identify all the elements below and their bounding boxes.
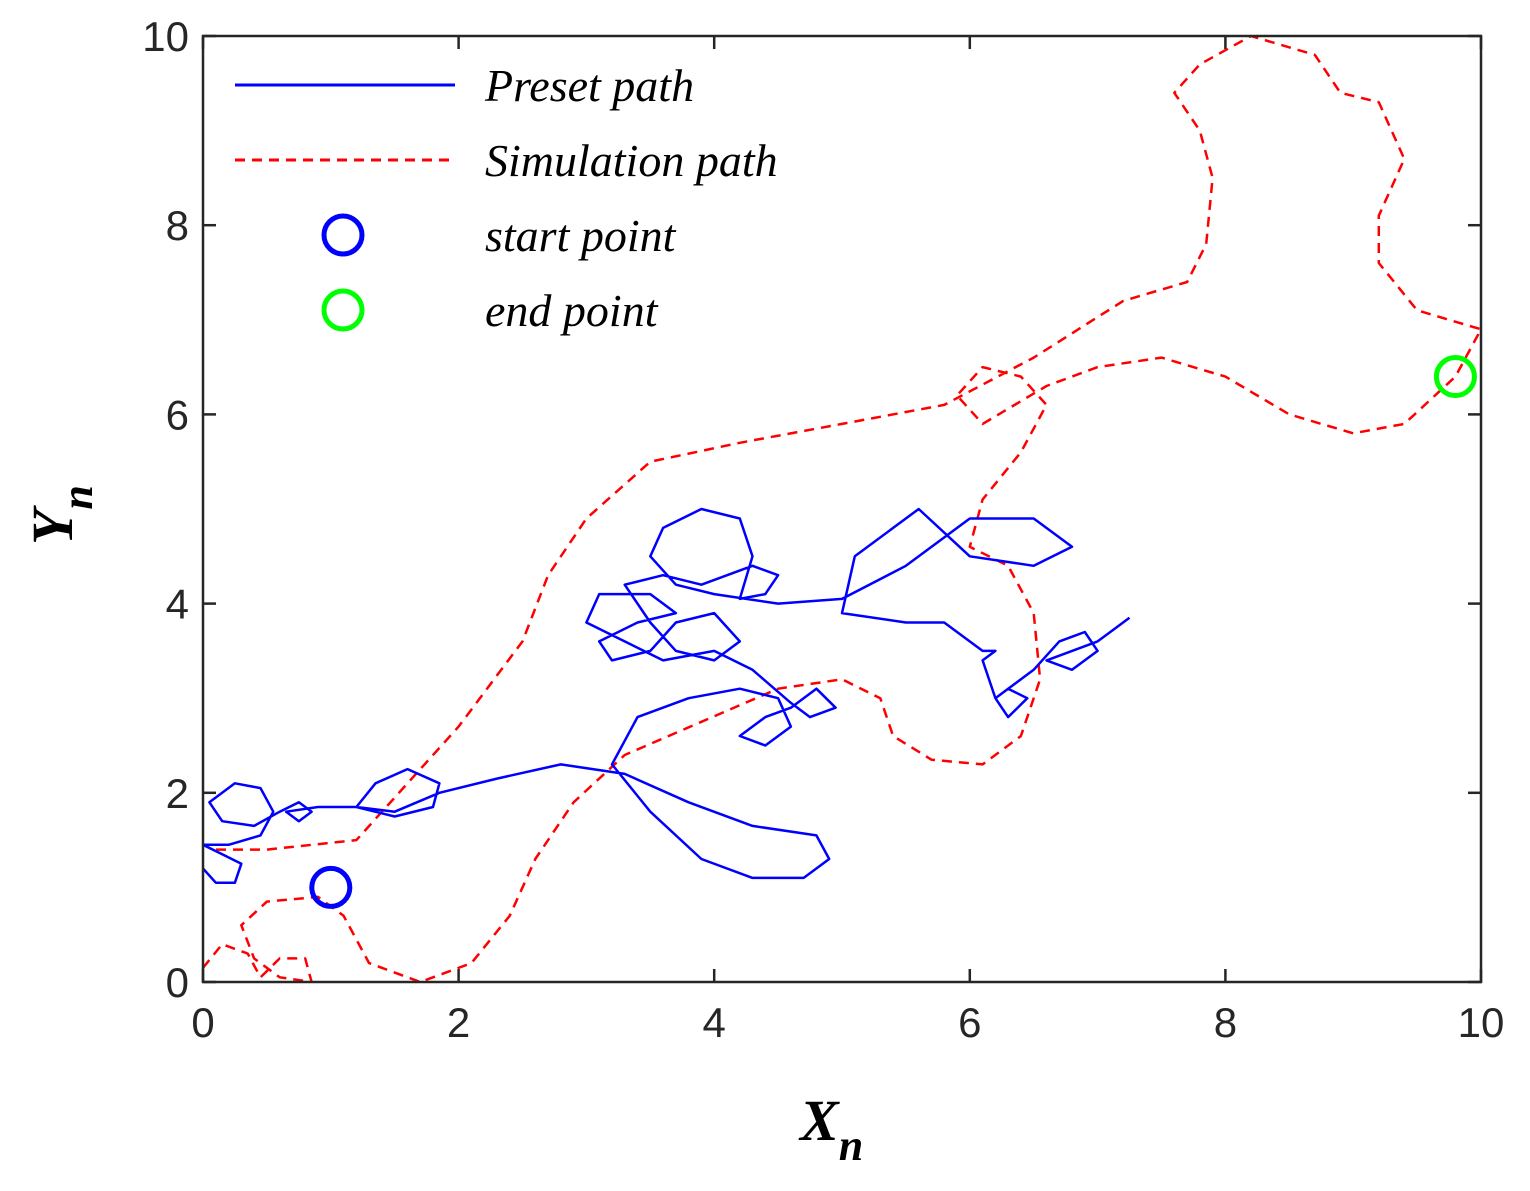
legend-marker (321, 213, 365, 257)
series-line (203, 507, 1131, 884)
x-tick-label: 0 (191, 999, 214, 1046)
x-axis-label-sub: n (839, 1121, 863, 1170)
x-axis-label: Xn (798, 1088, 863, 1170)
x-tick-label: 4 (703, 999, 726, 1046)
marker (1433, 355, 1477, 399)
y-tick-label: 6 (166, 391, 189, 438)
plot-frame (201, 34, 1483, 984)
x-tick-label: 2 (447, 999, 470, 1046)
legend-label: start point (485, 210, 677, 261)
y-axis-label: Yn (20, 485, 102, 545)
legend-marker (321, 288, 365, 332)
x-tick-label: 6 (958, 999, 981, 1046)
legend-label: Preset path (484, 60, 694, 111)
y-axis-label-main: Y (20, 505, 85, 545)
y-tick-label: 8 (166, 202, 189, 249)
legend-label: end point (485, 285, 659, 336)
x-tick-label: 10 (1458, 999, 1505, 1046)
x-tick-label: 8 (1214, 999, 1237, 1046)
y-axis-label-sub: n (53, 485, 102, 509)
series-line (203, 36, 1481, 982)
marker (309, 865, 353, 909)
legend-label: Simulation path (485, 135, 778, 186)
x-axis-label-main: X (798, 1088, 840, 1153)
y-tick-label: 2 (166, 770, 189, 817)
y-tick-label: 0 (166, 959, 189, 1006)
y-tick-label: 4 (166, 581, 189, 628)
y-tick-label: 10 (142, 13, 189, 60)
